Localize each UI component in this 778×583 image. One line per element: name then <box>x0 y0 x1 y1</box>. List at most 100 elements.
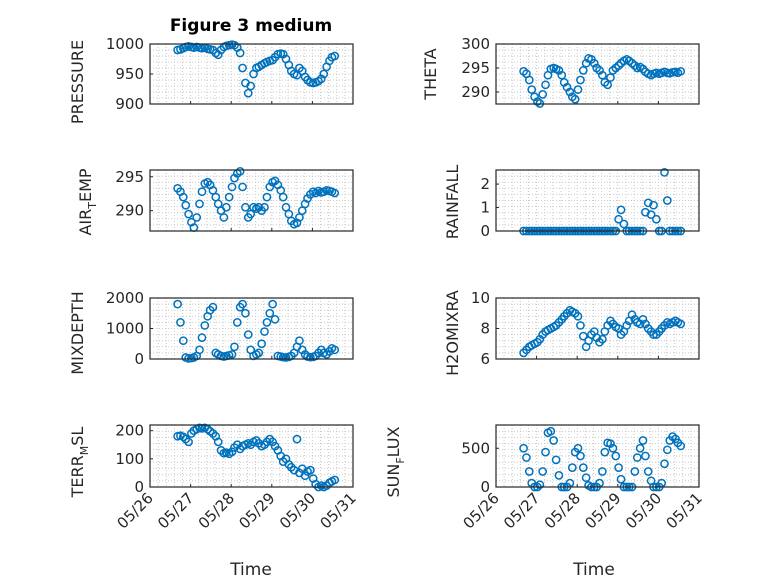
axes-frame <box>149 169 354 232</box>
data-point <box>192 213 202 222</box>
data-point <box>638 315 648 324</box>
x-tick-label: 05/29 <box>235 489 278 532</box>
data-point <box>614 463 623 472</box>
data-point <box>268 437 277 447</box>
data-point <box>243 330 253 339</box>
data-point <box>238 182 247 192</box>
data-point <box>581 473 591 483</box>
axes-frame <box>495 424 700 488</box>
y-tick-label: 1000 <box>106 320 144 338</box>
data-point <box>241 202 250 212</box>
data-point <box>538 90 548 99</box>
y-tick-label: 8 <box>480 320 490 338</box>
mixdepth-axes: MIXDEPTH 0 1000 2000 <box>68 289 354 375</box>
data-point <box>567 463 577 472</box>
data-point <box>578 331 588 341</box>
y-tick-label: 10 <box>471 289 490 307</box>
data-point <box>184 354 193 363</box>
rainfall-ylabel: RAINFALL <box>443 165 462 240</box>
data-point <box>262 192 272 202</box>
axes-frame <box>495 297 700 360</box>
data-point <box>278 352 288 362</box>
data-point <box>195 345 204 355</box>
data-point <box>319 69 329 79</box>
y-tick-label: 900 <box>115 95 144 113</box>
data-point <box>330 188 340 198</box>
y-tick-label: 1 <box>480 199 490 217</box>
data-point <box>219 213 229 222</box>
x-tick-label: 05/28 <box>195 489 238 532</box>
data-point <box>260 327 269 336</box>
data-point <box>181 200 191 210</box>
data-point <box>616 205 626 215</box>
y-tick-label: 300 <box>461 35 490 53</box>
h2omixra-ylabel: H2OMIXRA <box>443 290 462 376</box>
data-point <box>176 318 185 327</box>
axes-frame <box>495 169 700 232</box>
figure-title: Figure 3 medium <box>170 16 332 36</box>
axes-frame <box>149 43 354 105</box>
data-point <box>232 318 242 327</box>
data-point <box>630 61 640 70</box>
data-point <box>573 85 583 94</box>
x-tick-label: 05/31 <box>663 489 706 532</box>
axes-frame <box>495 43 700 105</box>
y-tick-label: 295 <box>115 168 144 186</box>
y-tick-label: 1000 <box>106 35 144 53</box>
data-point <box>622 321 632 330</box>
data-point <box>227 350 237 359</box>
data-point <box>578 66 588 75</box>
data-point <box>262 318 272 327</box>
terr-msl-ylabel: TERRMSL <box>68 427 91 499</box>
data-point <box>573 443 583 453</box>
air-temp-ylabel: AIRTEMP <box>76 168 99 235</box>
data-point <box>316 74 326 84</box>
data-point <box>235 167 245 176</box>
data-point <box>576 451 585 461</box>
data-point <box>549 436 559 445</box>
data-point <box>235 48 245 58</box>
data-point <box>278 192 288 202</box>
y-tick-label: 500 <box>461 439 490 457</box>
data-point <box>246 81 256 91</box>
data-point <box>662 445 672 455</box>
data-point <box>306 352 315 362</box>
data-point <box>227 447 237 457</box>
x-tick-label: 05/27 <box>500 489 543 532</box>
y-tick-label: 2 <box>480 175 490 193</box>
x-tick-label: 05/30 <box>276 489 319 532</box>
data-point <box>646 210 656 219</box>
data-point <box>578 463 588 472</box>
data-point <box>676 67 686 76</box>
y-tick-label: 290 <box>115 202 144 220</box>
data-point <box>527 85 537 94</box>
sun-flux-ylabel: SUNFLUX <box>384 426 407 497</box>
air-temp-axes: AIRTEMP 290 295 <box>76 167 354 236</box>
data-point <box>551 455 561 465</box>
data-point <box>241 308 250 318</box>
data-point <box>641 451 650 461</box>
x-tick-label: 05/31 <box>317 489 360 532</box>
data-point <box>221 202 231 212</box>
data-point <box>173 299 182 309</box>
data-point <box>306 465 315 475</box>
data-point <box>635 443 645 453</box>
data-point <box>203 424 213 434</box>
data-point <box>570 94 580 104</box>
y-tick-label: 0 <box>480 478 490 496</box>
data-point <box>254 348 264 358</box>
data-point <box>270 315 280 324</box>
data-point <box>606 439 615 448</box>
data-point <box>538 467 548 476</box>
data-point <box>660 459 669 469</box>
data-point <box>238 63 247 73</box>
y-tick-label: 100 <box>115 450 144 468</box>
y-tick-label: 0 <box>134 478 144 496</box>
left-xlabel: Time <box>229 560 272 580</box>
data-point <box>224 192 234 202</box>
data-point <box>603 80 613 90</box>
data-point <box>676 441 686 451</box>
data-point <box>643 198 653 208</box>
h2omixra-axes: H2OMIXRA 6 8 10 <box>443 289 700 376</box>
data-point <box>600 447 610 457</box>
